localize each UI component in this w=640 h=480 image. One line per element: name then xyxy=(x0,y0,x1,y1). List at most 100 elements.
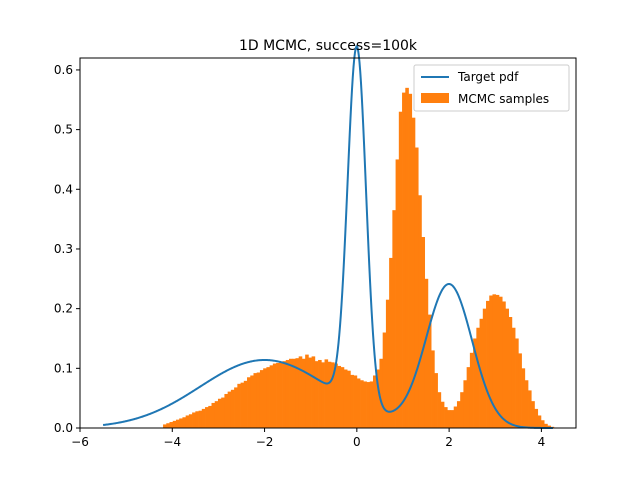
histogram-bar xyxy=(466,367,471,428)
histogram-bar xyxy=(405,87,409,428)
histogram-bar xyxy=(272,363,277,428)
histogram-bar xyxy=(450,410,455,428)
y-axis: 0.0 0.1 0.2 0.3 0.4 0.5 0.6 xyxy=(54,63,80,435)
histogram-bar xyxy=(318,359,322,428)
histogram-bar xyxy=(350,374,354,428)
histogram-bar xyxy=(434,373,438,428)
bars-layer xyxy=(163,87,555,429)
histogram-bar xyxy=(266,367,270,428)
histogram-bar xyxy=(188,414,193,428)
histogram-bar xyxy=(392,210,396,428)
histogram-bar xyxy=(421,237,426,428)
histogram-bar xyxy=(440,401,445,428)
histogram-bar xyxy=(334,363,338,428)
y-tick-label: 0.5 xyxy=(54,123,73,137)
histogram-bar xyxy=(389,257,393,428)
histogram-bar xyxy=(234,387,238,428)
x-tick-label: 0 xyxy=(353,435,361,449)
y-tick-label: 0.3 xyxy=(54,242,73,256)
histogram-bar xyxy=(382,332,387,428)
histogram-bar xyxy=(195,411,199,428)
histogram-bar xyxy=(211,402,216,428)
histogram-bar xyxy=(217,398,222,428)
legend-box xyxy=(413,64,570,112)
chart-title: 1D MCMC, success=100k xyxy=(239,38,418,54)
histogram-bar xyxy=(431,350,435,428)
histogram-bar xyxy=(418,195,422,428)
histogram-bar xyxy=(424,278,429,428)
histogram-bar xyxy=(524,380,529,428)
y-tick-label: 0.2 xyxy=(54,302,73,316)
histogram-bar xyxy=(447,410,451,428)
histogram-bar xyxy=(214,401,219,428)
histogram-bar xyxy=(366,382,371,428)
histogram-bar xyxy=(169,422,174,428)
histogram-bar xyxy=(489,295,493,428)
x-tick-label: 4 xyxy=(538,435,546,449)
histogram-bar xyxy=(259,370,264,428)
line-layer xyxy=(102,44,553,429)
histogram-bar xyxy=(163,424,167,428)
histogram-bar xyxy=(456,401,461,428)
legend-label-samples: MCMC samples xyxy=(458,92,549,106)
histogram-bar xyxy=(492,294,497,428)
y-tick-label: 0.4 xyxy=(54,182,73,196)
histogram-bar xyxy=(185,415,190,428)
histogram-bar xyxy=(508,317,513,428)
histogram-bar xyxy=(385,299,390,428)
histogram-bar xyxy=(340,367,345,428)
histogram-bar xyxy=(314,361,319,428)
histogram-bar xyxy=(250,375,254,428)
histogram-bar xyxy=(292,358,296,428)
histogram-bar xyxy=(295,358,300,428)
histogram-bar xyxy=(269,365,274,428)
histogram-bar xyxy=(343,369,348,428)
histogram-bar xyxy=(327,361,332,428)
x-tick-label: 2 xyxy=(445,435,453,449)
x-tick-label: −2 xyxy=(256,435,274,449)
histogram-bar xyxy=(547,425,551,428)
target-pdf-line xyxy=(102,44,553,429)
histogram-bar xyxy=(256,372,261,428)
histogram-bar xyxy=(166,423,170,428)
histogram-bar xyxy=(398,111,403,429)
x-tick-label: −6 xyxy=(71,435,89,449)
histogram-bar xyxy=(544,423,548,428)
histogram-bar xyxy=(511,327,516,428)
histogram-bar xyxy=(463,380,467,428)
y-tick-label: 0.1 xyxy=(54,361,73,375)
histogram-bar xyxy=(285,359,290,428)
histogram-bar xyxy=(237,383,241,428)
histogram-bar xyxy=(395,159,400,428)
histogram-bar xyxy=(521,368,526,428)
histogram-bar xyxy=(205,407,209,428)
histogram-bar xyxy=(331,362,335,428)
histogram-bar xyxy=(360,380,364,428)
histogram-bar xyxy=(515,338,519,428)
histogram-bar xyxy=(505,308,509,428)
histogram-bar xyxy=(247,377,251,428)
histogram-bar xyxy=(227,391,232,428)
plot-frame xyxy=(79,57,577,429)
histogram-bar xyxy=(353,375,358,428)
histogram-bar xyxy=(369,381,374,428)
histogram-bar xyxy=(408,93,413,428)
histogram-bar xyxy=(460,392,464,428)
histogram-bar xyxy=(208,405,212,428)
histogram-bar xyxy=(172,420,177,428)
histogram-bar xyxy=(379,358,384,428)
histogram-bar xyxy=(230,389,235,428)
legend: Target pdf MCMC samples xyxy=(413,64,570,112)
y-tick-label: 0.0 xyxy=(54,421,73,435)
histogram-bar xyxy=(175,419,180,428)
histogram-bar xyxy=(528,390,532,428)
histogram-bar xyxy=(534,408,539,428)
x-tick-label: −4 xyxy=(163,435,181,449)
histogram-bar xyxy=(276,362,280,428)
histogram-bar xyxy=(324,359,329,428)
histogram-bar xyxy=(221,397,225,428)
histogram-bar xyxy=(518,353,522,428)
histogram-bar xyxy=(224,393,228,428)
histogram-bar xyxy=(182,417,187,428)
